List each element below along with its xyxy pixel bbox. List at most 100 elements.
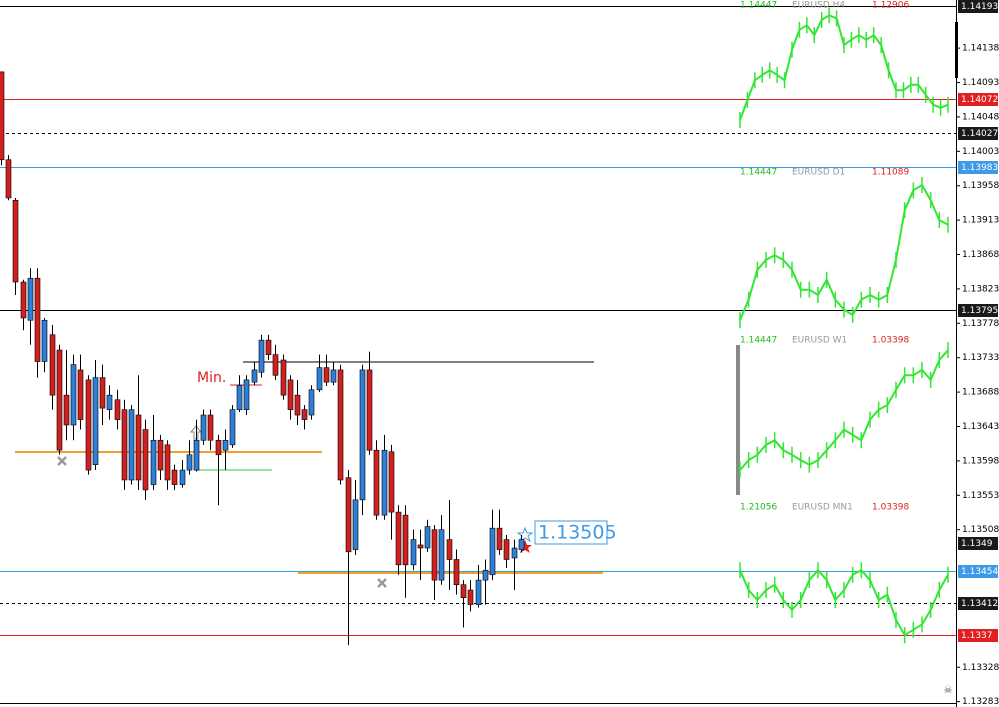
y-tick-label: 1.13643 [962, 422, 999, 432]
level-box [958, 304, 998, 317]
y-tick-label: 1.14093 [962, 78, 999, 88]
candle-body [128, 409, 135, 481]
candle-body [0, 71, 5, 161]
annotation: Min. [197, 370, 226, 386]
candle-body [222, 439, 229, 451]
y-tick-label: 1.13868 [962, 250, 999, 260]
candle-body [164, 444, 171, 481]
level-label: 1.13454 [961, 567, 998, 577]
candle-body [301, 409, 308, 420]
candle-body [243, 379, 250, 410]
level-label: 1.14072 [961, 95, 998, 105]
candle-body [496, 527, 503, 550]
level-box [958, 127, 998, 140]
level-label: 1.1349 [961, 539, 993, 549]
level-box [958, 629, 998, 642]
y-tick-label: 1.13823 [962, 284, 999, 294]
level-box [958, 565, 998, 578]
y-tick-label: 1.13553 [962, 491, 999, 501]
price-axis: 1.14138 1.14093 1.14048 1.14003 1.13958 1.139… [956, 0, 999, 707]
panel-marker [736, 345, 740, 495]
level-label: 1.14193 [961, 2, 998, 12]
candle-body [330, 369, 337, 383]
candle-body [352, 499, 359, 550]
candle-body [316, 367, 323, 391]
candle-body [287, 379, 294, 410]
candle-body [77, 369, 84, 420]
candle-body [272, 354, 279, 376]
y-tick-label: 1.14003 [962, 147, 999, 157]
candle-body [337, 369, 344, 481]
candle-body [280, 359, 287, 396]
candle-body [258, 339, 265, 373]
y-tick-label: 1.13913 [962, 216, 999, 226]
candle-body [518, 539, 525, 550]
cross-mark [57, 456, 67, 466]
y-tick-label: 1.13958 [962, 181, 999, 191]
candle-body [381, 449, 388, 516]
candle-body [410, 539, 417, 566]
candle-body [294, 394, 301, 416]
candle-body [251, 369, 258, 383]
panel-right-label: 1.03398 [872, 503, 909, 513]
level-box [958, 597, 998, 610]
candle-body [135, 414, 142, 481]
candle-body [171, 469, 178, 485]
panel-right-label: 1.03398 [872, 336, 909, 346]
candle-body [114, 399, 121, 420]
candle-body [99, 377, 106, 409]
icon: ☠ [944, 685, 953, 696]
price-label: 1.13505 [538, 522, 617, 544]
candle-body [460, 584, 467, 599]
level-label: 1.1337 [961, 631, 993, 641]
candle-body [215, 439, 222, 456]
candle-body [417, 544, 424, 549]
candle-body [388, 451, 395, 513]
candle-body [179, 469, 186, 485]
level-label: 1.13795 [961, 306, 998, 316]
candle-body [467, 589, 474, 605]
y-tick-label: 1.13778 [962, 319, 999, 329]
panel-left-label: 1.21056 [740, 503, 777, 513]
panel-right-label: 1.12906 [872, 1, 909, 11]
candle-body [20, 281, 27, 319]
candle-body [34, 277, 41, 362]
mini-panels: 1.14447 EURUSD H4 1.12906 1.14447 EURUSD D1 1… [739, 1, 949, 644]
level-box [958, 161, 998, 174]
candle-body [359, 369, 366, 501]
level-box [958, 537, 998, 550]
candle-body [70, 364, 77, 426]
candle-body [482, 569, 489, 581]
candle-body [431, 529, 438, 581]
candle-body [85, 379, 92, 471]
level-label: 1.13983 [961, 163, 998, 173]
panel-title: EURUSD MN1 [792, 503, 853, 513]
y-tick-label: 1.13508 [962, 525, 999, 535]
level-box [958, 0, 998, 13]
candle-body [236, 384, 243, 410]
levels [0, 6, 956, 636]
candle-body [157, 439, 164, 471]
y-tick-label: 1.14048 [962, 112, 999, 122]
y-tick-label: 1.13688 [962, 388, 999, 398]
candle-body [63, 394, 70, 426]
panel-left-label: 1.14447 [740, 336, 777, 346]
candle-body [56, 349, 63, 451]
candle-body [106, 394, 113, 410]
candle-body [366, 369, 373, 451]
candle-body [193, 439, 200, 471]
panel-title: EURUSD W1 [792, 336, 847, 346]
panel-title: EURUSD H4 [792, 1, 845, 11]
candle-body [186, 454, 193, 471]
panel-left-label: 1.14447 [740, 1, 777, 11]
scroll-marker [955, 22, 958, 78]
candle-body [345, 477, 352, 553]
level-label: 1.14027 [961, 129, 998, 139]
level-label: 1.13412 [961, 599, 998, 609]
candle-body [207, 414, 214, 441]
candle-body [27, 277, 34, 321]
panel-left-label: 1.14447 [740, 168, 777, 178]
candle-body [150, 439, 157, 485]
